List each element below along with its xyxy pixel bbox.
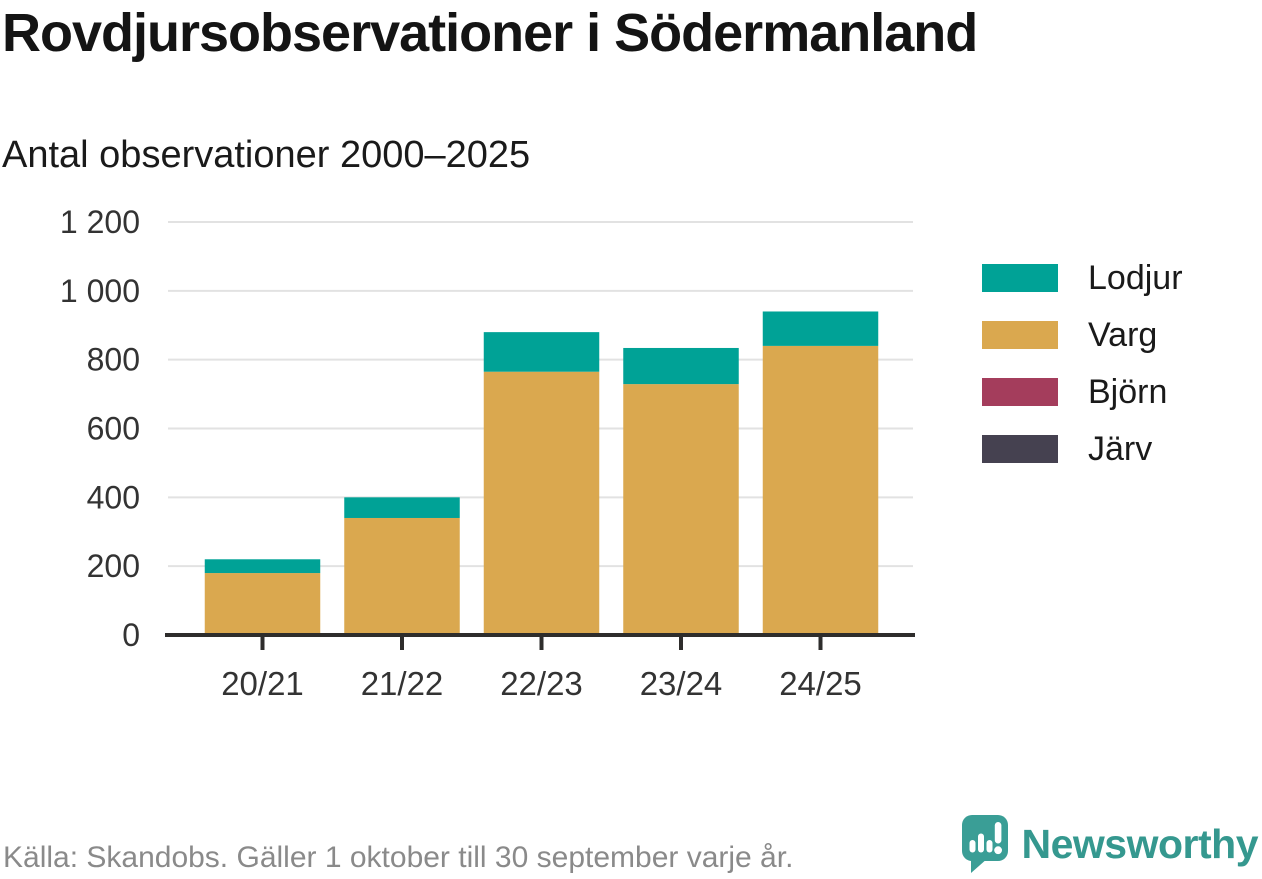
legend-swatch (982, 264, 1058, 292)
bar-segment (623, 384, 739, 634)
y-tick-label: 400 (87, 479, 140, 515)
newsworthy-logo-icon (961, 815, 1008, 873)
y-tick-label: 0 (122, 617, 140, 653)
x-tick-label: 24/25 (779, 665, 862, 702)
y-tick-label: 200 (87, 548, 140, 584)
bar-segment (762, 311, 879, 346)
y-tick-label: 600 (87, 411, 140, 447)
bar-segment (483, 371, 600, 635)
newsworthy-brand: Newsworthy (961, 814, 1259, 875)
legend-label: Björn (1088, 373, 1168, 411)
legend-item: Lodjur (982, 259, 1183, 297)
legend-swatch (982, 435, 1058, 463)
legend-item: Järv (982, 430, 1183, 468)
x-tick-label: 20/21 (221, 665, 304, 702)
legend-label: Lodjur (1088, 259, 1183, 297)
bar-segment (204, 573, 321, 635)
x-tick-label: 22/23 (500, 665, 583, 702)
bar-segment (762, 345, 879, 634)
bar-segment (204, 559, 321, 574)
chart-subtitle: Antal observationer 2000–2025 (2, 134, 531, 176)
legend-swatch (982, 378, 1058, 406)
bar-segment (344, 497, 460, 518)
legend-label: Järv (1088, 430, 1153, 468)
legend-swatch (982, 321, 1058, 349)
newsworthy-wordmark: Newsworthy (1021, 821, 1259, 867)
bar-segment (344, 517, 460, 635)
x-tick-label: 23/24 (640, 665, 723, 702)
legend-item: Björn (982, 373, 1183, 411)
stacked-bar-chart: 0 200 400 600 800 1 000 1 200 20/21 21/22 22/23 23… (60, 204, 915, 702)
y-tick-label: 1 000 (60, 273, 140, 309)
y-tick-label: 800 (87, 342, 140, 378)
page-title: Rovdjursobservationer i Södermanland (2, 3, 978, 63)
source-note: Källa: Skandobs. Gäller 1 oktober till 3… (3, 841, 794, 874)
x-tick-label: 21/22 (361, 665, 444, 702)
y-tick-label: 1 200 (60, 204, 140, 240)
legend: Lodjur Varg Björn Järv (982, 259, 1183, 468)
legend-item: Varg (982, 316, 1183, 354)
bar-segment (623, 347, 739, 385)
legend-label: Varg (1088, 316, 1158, 354)
bar-segment (483, 332, 600, 372)
